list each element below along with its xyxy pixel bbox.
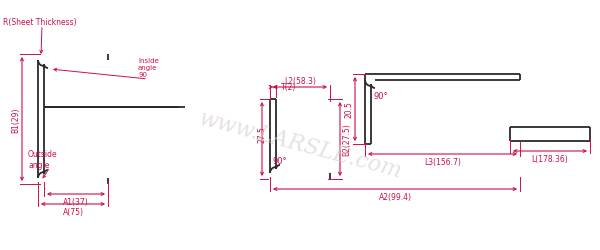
- Text: L2(58.3): L2(58.3): [284, 77, 316, 86]
- Text: T(2): T(2): [281, 83, 296, 92]
- Text: A2(99.4): A2(99.4): [379, 193, 412, 202]
- Text: L(178.36): L(178.36): [532, 155, 568, 164]
- Text: A1(37): A1(37): [63, 198, 89, 207]
- Text: 90°: 90°: [272, 157, 287, 166]
- Text: 90°: 90°: [373, 92, 388, 101]
- Text: Inside
angle
90: Inside angle 90: [138, 58, 159, 78]
- Text: L3(156.7): L3(156.7): [424, 158, 461, 167]
- Text: B2(27.5): B2(27.5): [343, 123, 352, 156]
- Text: 20.5: 20.5: [344, 101, 353, 118]
- Text: R(Sheet Thickness): R(Sheet Thickness): [3, 18, 77, 26]
- Text: 27.5: 27.5: [257, 126, 266, 143]
- Text: B1(29): B1(29): [11, 107, 20, 132]
- Text: www.LARSLE.com: www.LARSLE.com: [196, 107, 404, 182]
- Text: A(75): A(75): [62, 208, 83, 217]
- Text: Outside
angle: Outside angle: [28, 150, 58, 169]
